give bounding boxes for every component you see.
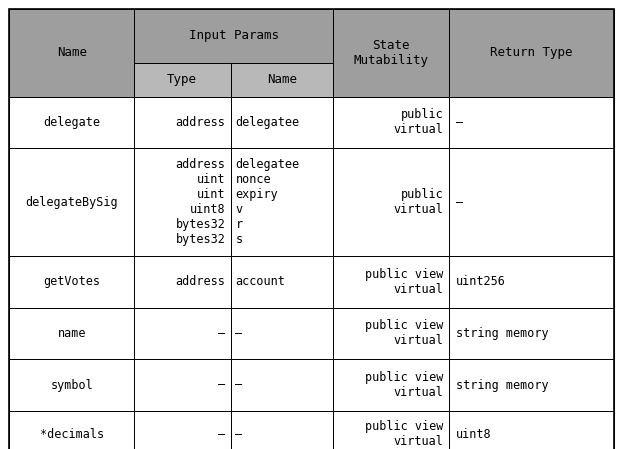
Bar (449, 256, 614, 308)
Text: –: – (219, 327, 226, 340)
Bar (333, 308, 449, 359)
Text: –: – (456, 196, 463, 208)
Bar (333, 411, 449, 449)
Text: uint8: uint8 (456, 428, 492, 441)
Bar (134, 359, 231, 411)
Bar (231, 411, 333, 449)
Text: public
virtual: public virtual (394, 188, 444, 216)
Bar (134, 411, 231, 449)
Bar (449, 359, 614, 411)
Text: public view
virtual: public view virtual (365, 371, 444, 399)
Bar (134, 256, 231, 308)
Bar (9, 9, 134, 97)
Text: –: – (235, 327, 242, 340)
Text: public view
virtual: public view virtual (365, 319, 444, 348)
Bar (134, 308, 231, 359)
Bar (231, 359, 333, 411)
Bar (231, 97, 333, 148)
Bar (333, 359, 449, 411)
Bar (449, 308, 614, 359)
Text: address
uint
uint
uint8
bytes32
bytes32: address uint uint uint8 bytes32 bytes32 (176, 158, 226, 246)
Bar (9, 359, 134, 411)
Bar (449, 148, 614, 256)
Text: Type: Type (167, 73, 197, 86)
Text: –: – (219, 428, 226, 441)
Text: symbol: symbol (50, 379, 93, 392)
Text: delegatee
nonce
expiry
v
r
s: delegatee nonce expiry v r s (235, 158, 300, 246)
Text: getVotes: getVotes (43, 275, 100, 288)
Text: delegate: delegate (43, 116, 100, 129)
Bar (9, 411, 134, 449)
Text: delegateBySig: delegateBySig (26, 196, 118, 208)
Text: Name: Name (57, 46, 87, 59)
Bar (333, 148, 449, 256)
Text: string memory: string memory (456, 327, 549, 340)
Text: delegatee: delegatee (235, 116, 300, 129)
Text: Name: Name (267, 73, 297, 86)
Text: public view
virtual: public view virtual (365, 268, 444, 296)
Text: –: – (235, 379, 242, 392)
Text: uint256: uint256 (456, 275, 506, 288)
Bar (449, 9, 614, 97)
Text: State
Mutability: State Mutability (353, 39, 429, 67)
Text: address: address (176, 275, 226, 288)
Text: *decimals: *decimals (40, 428, 103, 441)
Bar (134, 97, 231, 148)
Bar (333, 9, 449, 97)
Text: Return Type: Return Type (490, 46, 573, 59)
Bar (449, 97, 614, 148)
Text: –: – (235, 428, 242, 441)
Bar (333, 256, 449, 308)
Bar (9, 308, 134, 359)
Bar (9, 148, 134, 256)
Text: name: name (57, 327, 86, 340)
Text: account: account (235, 275, 285, 288)
Bar (449, 411, 614, 449)
Text: string memory: string memory (456, 379, 549, 392)
Bar (9, 256, 134, 308)
Text: address: address (176, 116, 226, 129)
Text: –: – (456, 116, 463, 129)
Bar (9, 97, 134, 148)
Text: public view
virtual: public view virtual (365, 420, 444, 449)
Bar (333, 97, 449, 148)
Text: public
virtual: public virtual (394, 108, 444, 136)
Bar (231, 308, 333, 359)
Bar (231, 256, 333, 308)
Bar (134, 9, 333, 63)
Bar (231, 148, 333, 256)
Bar (134, 63, 231, 97)
Text: –: – (219, 379, 226, 392)
Bar (134, 148, 231, 256)
Text: Input Params: Input Params (189, 30, 278, 42)
Bar (231, 63, 333, 97)
